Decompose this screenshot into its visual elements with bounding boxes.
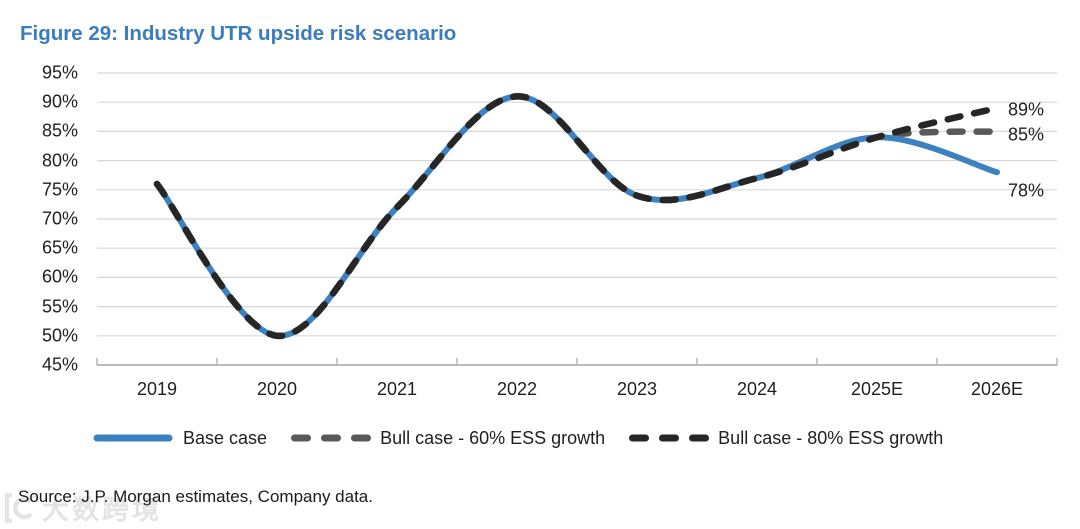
x-axis-label: 2019 [136,379,178,399]
x-axis-label: 2021 [376,379,418,399]
end-label-bull-80: 89% [1008,99,1045,120]
x-axis-label: 2025E [850,379,904,399]
y-axis-label: 70% [41,208,78,229]
x-axis-label: 2024 [736,379,778,399]
dashed-line-swatch-icon [629,434,710,442]
legend-label-base-case: Base case [183,427,268,448]
copyright-icon [5,492,38,523]
y-axis-label: 90% [41,91,78,112]
y-axis-label: 50% [41,325,78,346]
series-line-base-case [154,93,1000,339]
end-label-base-case: 78% [1008,180,1045,201]
source-note: Source: J.P. Morgan estimates, Company d… [18,487,373,506]
legend-item-bull-60: Bull case - 60% ESS growth [291,428,605,449]
legend-label-bull-60: Bull case - 60% ESS growth [380,427,606,448]
y-axis-label: 95% [41,62,78,83]
watermark: 大数跨境 [4,488,162,527]
watermark-text: 大数跨境 [42,495,162,525]
legend-item-base-case: Base case [92,428,267,449]
x-axis-label: 2026E [970,379,1024,399]
x-axis-label: 2020 [256,379,298,399]
x-axis-label: 2022 [496,379,538,399]
y-axis-label: 60% [41,266,78,287]
dashed-line-swatch-icon [291,434,372,442]
y-axis-label: 45% [41,354,78,375]
y-axis-label: 85% [41,120,78,141]
y-axis-label: 55% [41,296,78,317]
y-axis-label: 80% [41,150,78,171]
solid-line-swatch-icon [93,434,173,442]
chart-legend: Base case Bull case - 60% ESS growth Bul… [92,424,943,452]
series-line-bull-case-80-ess-growth [153,93,1001,340]
figure-title: Figure 29: Industry UTR upside risk scen… [20,22,457,45]
end-label-bull-60: 85% [1008,124,1045,145]
y-axis-label: 75% [41,179,78,200]
x-axis-label: 2023 [616,379,658,399]
series-line-bull-case-60-ess-growth [153,93,1001,340]
y-axis-label: 65% [41,237,78,258]
legend-item-bull-80: Bull case - 80% ESS growth [629,428,943,449]
legend-label-bull-80: Bull case - 80% ESS growth [718,427,944,448]
